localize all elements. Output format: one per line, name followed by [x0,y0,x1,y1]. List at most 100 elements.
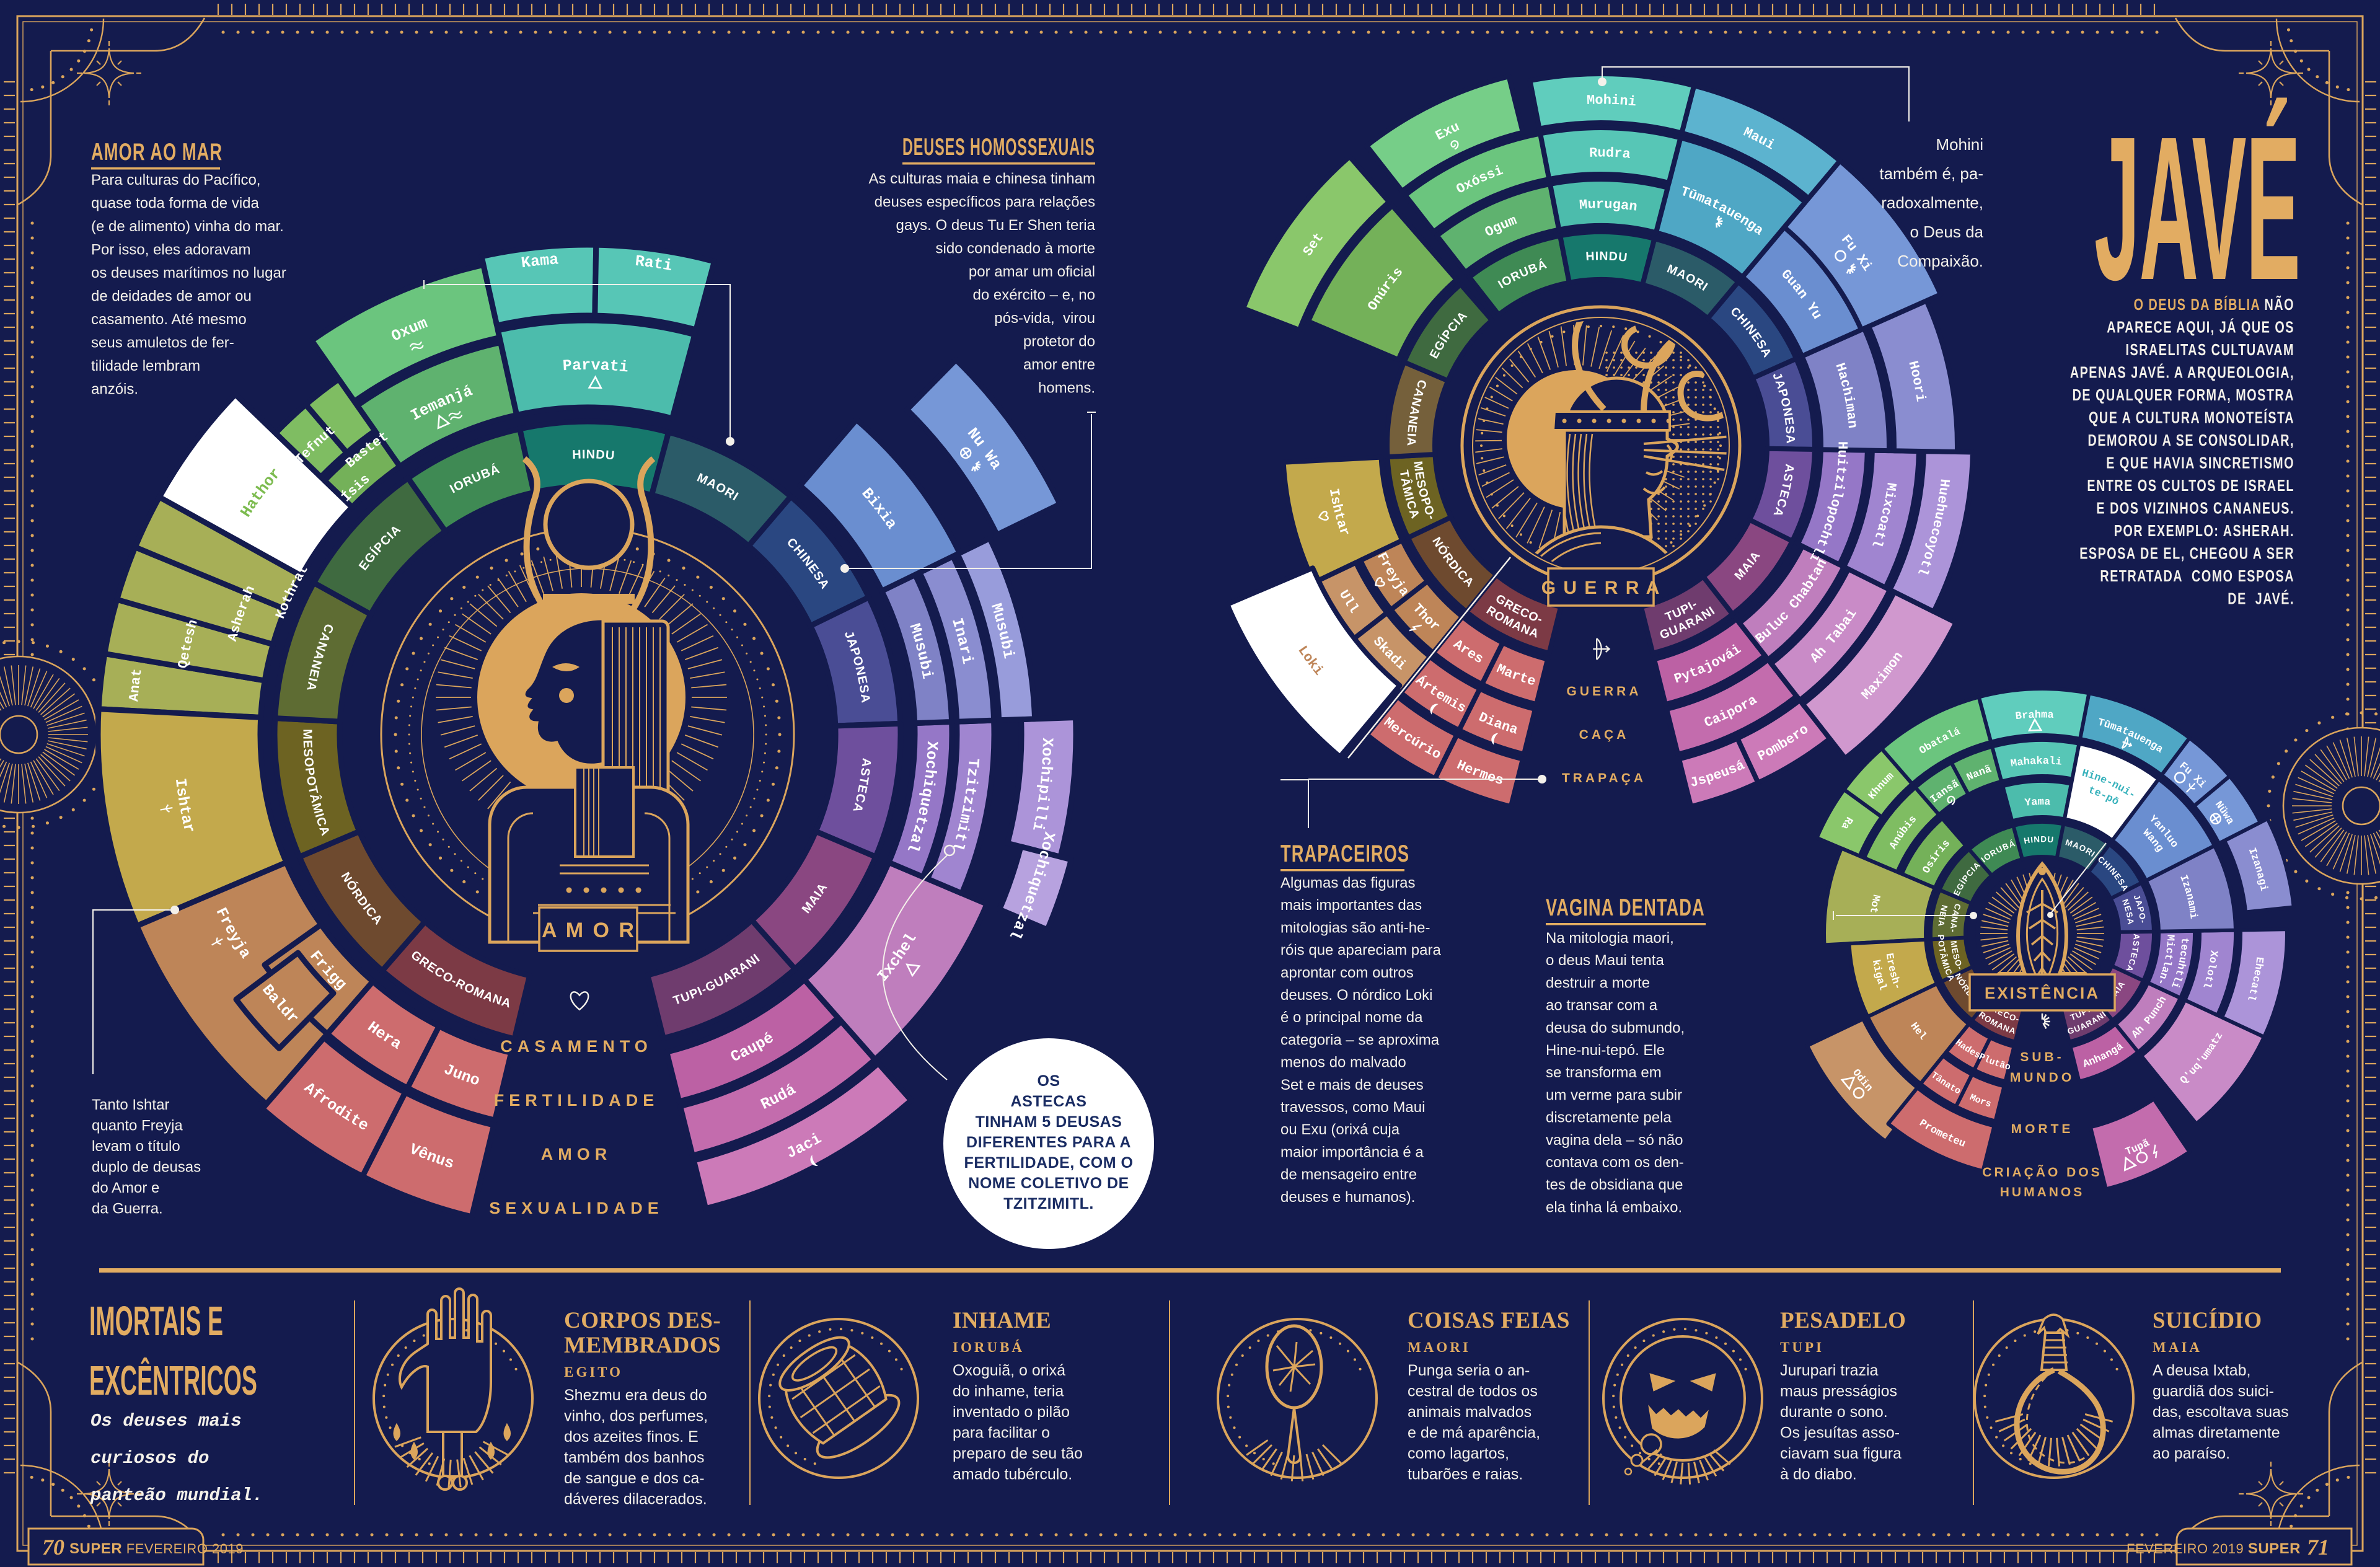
svg-text:FEVEREIRO 2019 SUPER: FEVEREIRO 2019 SUPER [2127,1540,2301,1557]
svg-text:por amar um oficial: por amar um oficial [969,263,1095,280]
svg-text:Hine-nui-tepó. Ele: Hine-nui-tepó. Ele [1546,1042,1665,1059]
svg-text:maus presságios: maus presságios [1780,1383,1897,1400]
svg-text:vagina dela – só não: vagina dela – só não [1546,1132,1683,1149]
svg-text:amado tubérculo.: amado tubérculo. [953,1466,1072,1483]
svg-text:TINHAM 5 DEUSAS: TINHAM 5 DEUSAS [976,1113,1122,1131]
svg-text:HINDU: HINDU [1585,249,1629,265]
svg-text:duplo de deusas: duplo de deusas [92,1159,201,1176]
svg-text:Rudra: Rudra [1589,145,1631,162]
svg-text:Shezmu era deus do: Shezmu era deus do [564,1387,707,1404]
svg-text:IMORTAIS E: IMORTAIS E [89,1298,223,1344]
svg-text:DEUSES HOMOSSEXUAIS: DEUSES HOMOSSEXUAIS [902,133,1095,161]
svg-text:amor entre: amor entre [1023,356,1095,373]
svg-text:AMOR AO MAR: AMOR AO MAR [91,139,223,166]
svg-text:QUE A CULTURA MONOTEÍSTA: QUE A CULTURA MONOTEÍSTA [2089,408,2294,426]
svg-text:gays. O deus Tu Er Shen teria: gays. O deus Tu Er Shen teria [896,217,1095,234]
svg-text:Kama: Kama [520,250,559,272]
svg-text:TRAPAÇA: TRAPAÇA [1562,771,1646,785]
svg-text:71: 71 [2307,1535,2329,1560]
svg-text:vinho, dos perfumes,: vinho, dos perfumes, [564,1408,708,1425]
svg-text:MUNDO: MUNDO [2010,1070,2074,1085]
svg-text:do inhame, teria: do inhame, teria [953,1383,1064,1400]
svg-text:ao paraíso.: ao paraíso. [2153,1445,2230,1462]
svg-text:do Amor e: do Amor e [92,1180,159,1196]
svg-text:Na mitologia maori,: Na mitologia maori, [1546,930,1674,947]
svg-text:Brahma: Brahma [2015,709,2054,723]
svg-text:seus amuletos de fer-: seus amuletos de fer- [91,335,234,351]
svg-text:AMOR: AMOR [541,1145,612,1163]
svg-text:como lagartos,: como lagartos, [1408,1445,1509,1462]
svg-text:CAÇA: CAÇA [1579,728,1629,742]
svg-text:róis que apareciam para: róis que apareciam para [1280,942,1441,959]
svg-text:quase toda forma de vida: quase toda forma de vida [91,195,259,212]
svg-text:animais malvados: animais malvados [1408,1403,1532,1421]
svg-text:e de má aparência,: e de má aparência, [1408,1424,1540,1442]
svg-text:da Guerra.: da Guerra. [92,1201,163,1217]
svg-text:almas diretamente: almas diretamente [2153,1424,2280,1442]
svg-text:os deuses marítimos no lugar: os deuses marítimos no lugar [91,265,286,281]
svg-text:CASAMENTO: CASAMENTO [500,1037,653,1056]
svg-text:Oxoguiã, o orixá: Oxoguiã, o orixá [953,1362,1065,1379]
svg-text:JAVÉ: JAVÉ [2094,94,2300,323]
svg-text:CRIAÇÃO DOS: CRIAÇÃO DOS [1982,1165,2102,1180]
svg-text:Set e mais de deuses: Set e mais de deuses [1280,1077,1424,1093]
svg-text:dáveres dilacerados.: dáveres dilacerados. [564,1491,707,1508]
svg-text:DIFERENTES PARA A: DIFERENTES PARA A [966,1134,1131,1151]
svg-text:ISRAELITAS CULTUAVAM: ISRAELITAS CULTUAVAM [2126,340,2294,358]
svg-text:E DOS VIZINHOS CANANEUS.: E DOS VIZINHOS CANANEUS. [2096,499,2294,517]
svg-text:de sangue e dos ca-: de sangue e dos ca- [564,1470,705,1487]
svg-text:A deusa Ixtab,: A deusa Ixtab, [2153,1362,2250,1379]
svg-text:MAIA: MAIA [2153,1340,2202,1355]
svg-text:menos do malvado: menos do malvado [1280,1054,1406,1071]
svg-text:ENTRE OS CULTOS DE ISRAEL: ENTRE OS CULTOS DE ISRAEL [2087,476,2294,494]
svg-text:TUPI: TUPI [1780,1340,1824,1355]
svg-text:mitologias são anti-he-: mitologias são anti-he- [1280,919,1430,936]
svg-text:MAORI: MAORI [1408,1340,1471,1355]
svg-text:o Deus da: o Deus da [1910,223,1983,241]
svg-text:contava com os den-: contava com os den- [1546,1154,1684,1171]
svg-text:curiosos do: curiosos do [90,1448,209,1468]
svg-text:Jurupari trazia: Jurupari trazia [1780,1362,1878,1379]
svg-text:SUPER FEVEREIRO 2019: SUPER FEVEREIRO 2019 [69,1540,244,1557]
svg-text:um verme para subir: um verme para subir [1546,1087,1682,1103]
svg-text:70: 70 [42,1535,64,1560]
svg-text:Anat: Anat [126,668,146,702]
svg-text:ela tinha lá embaixo.: ela tinha lá embaixo. [1546,1199,1682,1216]
svg-text:APENAS JAVÉ. A ARQUEOLOGIA,: APENAS JAVÉ. A ARQUEOLOGIA, [2070,363,2294,381]
svg-text:tes de obsidiana que: tes de obsidiana que [1546,1176,1683,1193]
svg-text:TRAPACEIROS: TRAPACEIROS [1280,841,1409,867]
svg-text:levam o título: levam o título [92,1138,180,1155]
svg-text:deuses específicos para relaçõ: deuses específicos para relações [875,194,1095,211]
svg-text:ESPOSA DE EL, CHEGOU A SER: ESPOSA DE EL, CHEGOU A SER [2079,544,2294,562]
svg-text:FERTILIDADE, COM O: FERTILIDADE, COM O [964,1154,1134,1172]
svg-text:IORUBÁ: IORUBÁ [953,1340,1025,1355]
svg-text:é o principal nome da: é o principal nome da [1280,1009,1423,1026]
svg-text:também dos banhos: também dos banhos [564,1449,705,1467]
svg-text:à do diabo.: à do diabo. [1780,1466,1857,1483]
svg-text:categoria – se aproxima: categoria – se aproxima [1280,1031,1440,1048]
svg-text:CORPOS DES-: CORPOS DES- [564,1308,721,1333]
svg-text:APARECE AQUI, JÁ QUE OS: APARECE AQUI, JÁ QUE OS [2107,317,2294,336]
svg-text:do exército – e, no: do exército – e, no [973,287,1095,304]
svg-text:HINDU: HINDU [2023,834,2055,845]
svg-text:travessos, como Maui: travessos, como Maui [1280,1099,1425,1116]
svg-text:POR EXEMPLO: ASHERAH.: POR EXEMPLO: ASHERAH. [2114,521,2294,539]
svg-text:DE QUALQUER FORMA, MOSTRA: DE QUALQUER FORMA, MOSTRA [2073,386,2294,404]
svg-text:Os deuses mais: Os deuses mais [90,1411,242,1431]
svg-text:Tanto Ishtar: Tanto Ishtar [92,1097,169,1113]
svg-text:GUERRA: GUERRA [1566,684,1641,699]
svg-text:preparo de seu tão: preparo de seu tão [953,1445,1083,1462]
svg-text:inventado o pilão: inventado o pilão [953,1403,1070,1421]
svg-text:Por isso, eles adoravam: Por isso, eles adoravam [91,242,250,258]
svg-text:durante o sono.: durante o sono. [1780,1403,1888,1421]
svg-text:G U E R R A: G U E R R A [1541,578,1661,598]
svg-text:TZITZIMITL.: TZITZIMITL. [1003,1195,1094,1212]
svg-text:Compaixão.: Compaixão. [1897,252,1983,270]
svg-text:protetor do: protetor do [1023,333,1095,350]
svg-text:Mot: Mot [1867,893,1882,914]
svg-text:Para culturas do Pacífico,: Para culturas do Pacífico, [91,172,260,188]
svg-text:(e de alimento) vinha do mar.: (e de alimento) vinha do mar. [91,218,284,235]
svg-text:DEMOROU A SE CONSOLIDAR,: DEMOROU A SE CONSOLIDAR, [2088,431,2294,449]
svg-text:SUICÍDIO: SUICÍDIO [2153,1307,2262,1333]
svg-text:E QUE HAVIA SINCRETISMO: E QUE HAVIA SINCRETISMO [2106,454,2294,472]
